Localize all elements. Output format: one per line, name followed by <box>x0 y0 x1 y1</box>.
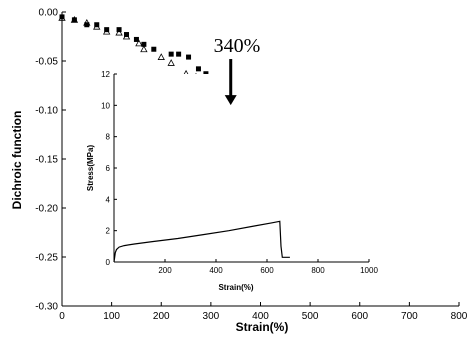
data-point-triangle <box>93 22 101 30</box>
data-point-triangle <box>135 39 143 47</box>
data-point-square <box>59 14 65 20</box>
main-x-tick-label: 300 <box>203 311 220 322</box>
data-point-triangle <box>122 32 131 40</box>
inset-y-tick-label: 8 <box>106 133 111 142</box>
main-x-tick-label: 200 <box>153 311 170 322</box>
main-y-tick-label: -0.30 <box>35 302 58 313</box>
data-point-square <box>84 22 90 28</box>
inset-y-tick-label: 6 <box>106 164 111 173</box>
annotation-layer: 340% <box>214 35 261 106</box>
main-y-tick-label: 0.00 <box>39 8 59 19</box>
data-point-square <box>176 51 182 57</box>
data-point-triangle <box>70 16 79 23</box>
main-y-tick-label: -0.25 <box>35 253 58 264</box>
data-point-triangle <box>157 53 165 60</box>
data-point-square <box>203 71 209 77</box>
inset-y-axis-label: Stress(MPa) <box>86 145 95 192</box>
main-x-axis-label: Strain(%) <box>236 320 289 334</box>
annotation-arrowhead <box>224 95 237 106</box>
data-point-triangle <box>167 59 175 66</box>
inset-x-tick-label: 400 <box>209 266 223 275</box>
main-x-tick-label: 800 <box>451 311 468 322</box>
data-point-square <box>104 27 110 33</box>
main-y-tick-label: -0.10 <box>35 106 58 117</box>
data-point-triangle <box>83 18 91 26</box>
main-x-tick-label: 400 <box>252 311 269 322</box>
data-point-square <box>124 32 130 38</box>
main-x-tick-label: 700 <box>401 311 418 322</box>
data-point-square <box>133 36 139 42</box>
data-point-triangle <box>140 45 148 53</box>
inset-y-tick-label: 2 <box>106 227 111 236</box>
inset-x-axis-label: Strain(%) <box>218 283 253 292</box>
inset-y-tick-label: 12 <box>101 70 110 79</box>
main-x-tick-label: 500 <box>302 311 319 322</box>
stress-strain-curve <box>113 220 290 263</box>
main-y-tick-label: -0.05 <box>35 57 58 68</box>
data-point-triangle <box>58 14 66 21</box>
inset-x-tick-label: 600 <box>260 266 274 275</box>
annotation-label: 340% <box>214 35 261 57</box>
main-x-tick-label: 0 <box>59 311 65 322</box>
data-point-square <box>141 41 147 47</box>
inset-background <box>114 74 369 262</box>
main-y-ticks: 0.00 -0.05 -0.10 -0.15 -0.20 -0.25 -0.30 <box>35 8 66 313</box>
inset-y-tick-label: 0 <box>106 258 111 267</box>
data-point-square <box>168 51 174 57</box>
inset-x-ticks: 200 400 600 800 1000 <box>158 259 378 275</box>
data-point-square <box>195 66 201 72</box>
inset-x-tick-label: 1000 <box>360 266 378 275</box>
data-point-triangle <box>102 27 111 35</box>
main-x-ticks: 0 100 200 300 400 500 600 700 800 <box>59 302 468 322</box>
inset-y-tick-label: 10 <box>101 101 110 110</box>
main-chart: 0.00-0.05-0.10-0.15-0.20-0.25-0.30 0 100 2… <box>10 8 468 335</box>
main-x-tick-label: 100 <box>103 311 120 322</box>
inset-y-ticks: 0 2 4 6 8 10 12 <box>101 70 117 267</box>
data-point-square <box>71 17 77 23</box>
data-point-triangle <box>115 28 123 36</box>
inset-x-tick-label: 200 <box>158 266 172 275</box>
data-point-square <box>94 22 100 28</box>
inset-x-tick-label: 800 <box>311 266 325 275</box>
data-point-square <box>186 54 192 60</box>
main-y-axis-label: Dichroic function <box>10 111 24 210</box>
main-x-tick-label: 600 <box>351 311 368 322</box>
inset-chart: 0 2 4 6 8 10 12 200 400 600 800 1000 Stress(MPa) S… <box>86 70 378 292</box>
inset-y-tick-label: 4 <box>106 195 111 204</box>
main-y-tick-label: -0.20 <box>35 204 58 215</box>
data-point-square <box>151 46 157 52</box>
main-y-tick-label: -0.15 <box>35 155 58 166</box>
